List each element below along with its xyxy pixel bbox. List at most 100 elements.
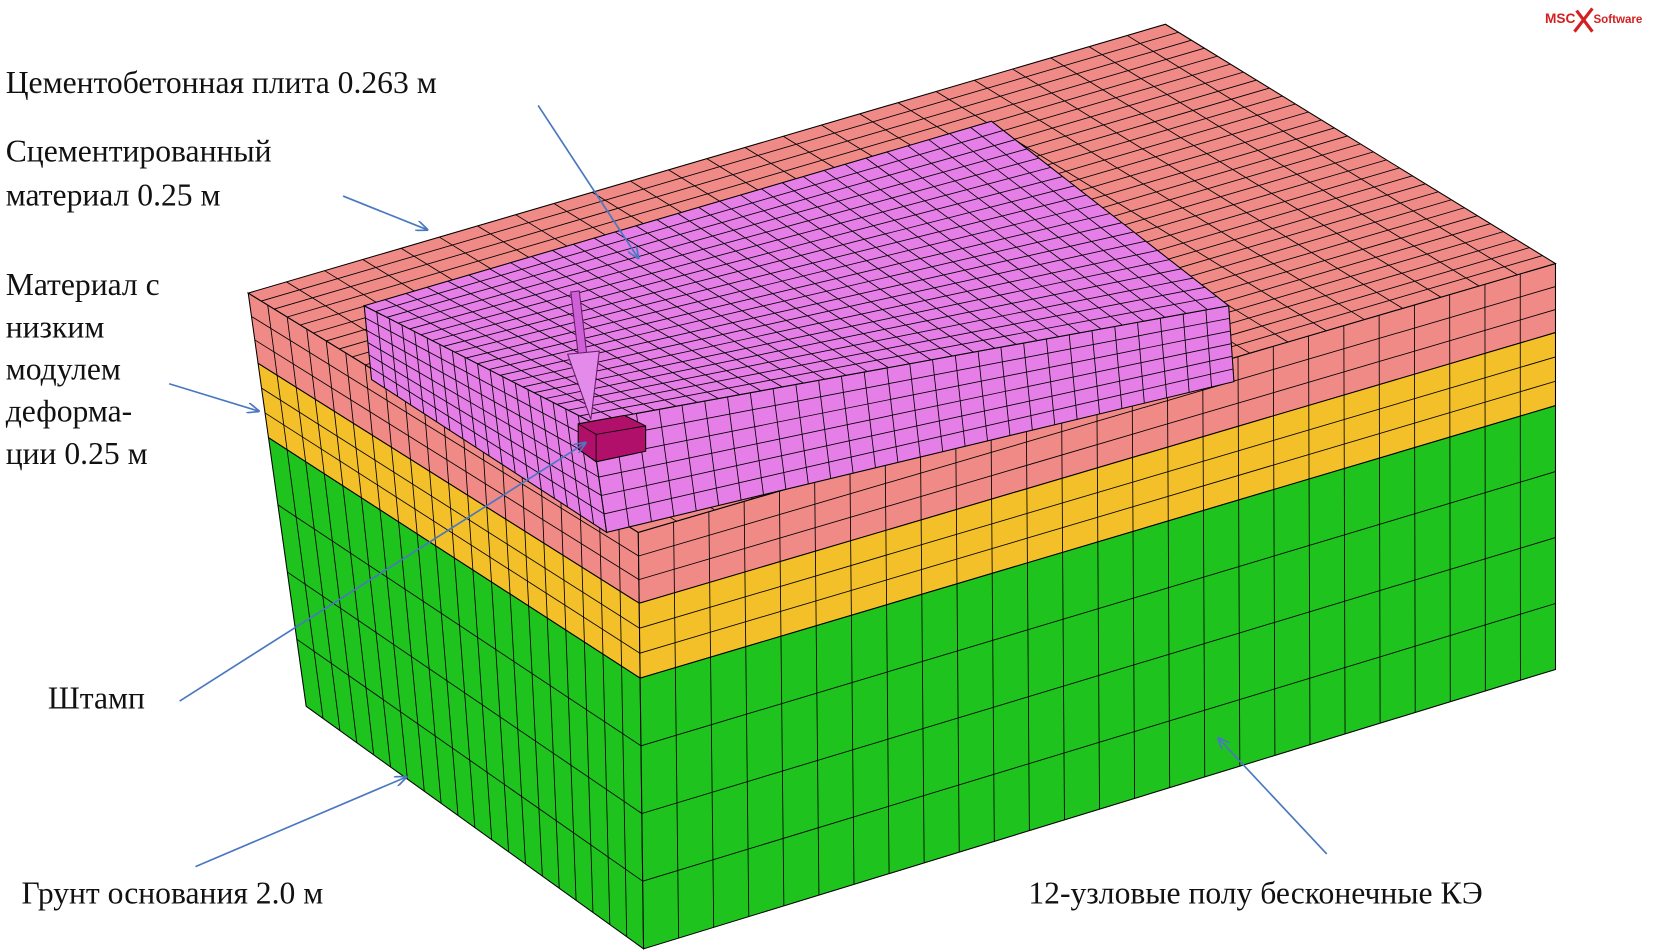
mesh-line [276, 375, 288, 450]
arrow [195, 777, 406, 868]
mesh-line [524, 531, 530, 607]
mesh-line [708, 511, 711, 583]
mesh-line [371, 435, 381, 510]
mesh-line [885, 530, 887, 605]
mesh-line [814, 480, 816, 552]
mesh-line [375, 130, 1004, 312]
mesh-line [454, 194, 1087, 353]
mesh-line [1026, 488, 1028, 563]
mesh-line [991, 499, 993, 574]
load-head [566, 350, 600, 420]
mesh-line [365, 317, 594, 441]
mesh-line [511, 240, 1146, 382]
mesh-line [596, 425, 646, 435]
arrow [179, 443, 586, 702]
arrow [537, 104, 638, 258]
mesh-line [448, 483, 455, 558]
mesh-line [990, 429, 993, 500]
mesh-line [579, 296, 1217, 417]
mesh-line [545, 268, 1182, 399]
mesh-line [325, 340, 335, 412]
mesh-line [488, 222, 1123, 370]
mesh-line [486, 507, 492, 583]
mesh-line [568, 286, 1206, 411]
arrow [168, 382, 259, 411]
label: низким [6, 309, 105, 344]
label: ции 0.25 м [6, 436, 148, 471]
label: Штамп [48, 680, 145, 715]
logo-text: Software [1593, 14, 1642, 26]
mesh-line [577, 423, 597, 435]
label: материал 0.25 м [6, 178, 221, 213]
mesh-line [391, 447, 399, 522]
label: Сцементированный [6, 133, 272, 168]
mesh-line [709, 582, 711, 658]
mesh-line [743, 501, 746, 572]
mesh-line [562, 555, 567, 631]
mesh-line [251, 316, 639, 557]
label: Материал с [6, 267, 160, 302]
mesh-line [639, 356, 1556, 629]
mesh-line [639, 380, 1556, 654]
mesh-line [618, 520, 621, 592]
mesh-line [598, 343, 1232, 478]
mesh-line [274, 39, 1192, 310]
mesh-line [295, 387, 307, 462]
mesh-line [367, 342, 599, 478]
mesh-line [600, 579, 604, 655]
mesh-line [296, 638, 643, 882]
logo-mark [1573, 7, 1594, 33]
label: 12-узловые полу бесконечные КЭ [1028, 876, 1482, 911]
mesh-line [779, 561, 782, 637]
mesh-line [287, 47, 1205, 318]
mesh-line [366, 329, 597, 459]
mesh-line [410, 459, 418, 534]
mesh-line [432, 176, 1063, 341]
mesh-line [556, 277, 1194, 405]
mesh-line [364, 364, 373, 436]
mesh-line [254, 339, 640, 580]
label: деформа- [6, 394, 132, 429]
mesh-line [277, 504, 642, 747]
mesh-line [744, 571, 747, 647]
annotation-arrows [168, 104, 1328, 868]
mesh-line [593, 317, 1230, 441]
mesh-line [673, 522, 675, 593]
mesh-line [603, 368, 1234, 515]
mesh-line [264, 412, 641, 654]
mesh-line [640, 471, 1556, 747]
arrow [342, 195, 427, 230]
mesh-line [333, 411, 344, 486]
mesh-line [429, 471, 437, 546]
mesh-line [601, 355, 1233, 496]
mesh-line [314, 399, 325, 474]
mesh-line [581, 567, 585, 643]
mesh-line [443, 185, 1075, 347]
mesh-line [1061, 478, 1064, 553]
mesh-line [398, 148, 1028, 324]
mesh-line [641, 537, 1556, 814]
mesh-line [955, 439, 957, 510]
mesh-line [596, 330, 1231, 460]
mesh-line [467, 495, 474, 570]
mesh-line [534, 259, 1170, 394]
mesh-line [884, 460, 887, 531]
mesh-line [619, 591, 622, 667]
mesh-line [466, 203, 1099, 359]
mesh-line [920, 449, 922, 520]
mesh-line [638, 286, 1556, 557]
mesh-line [409, 157, 1040, 330]
mesh-line [674, 592, 676, 668]
face [639, 404, 1557, 950]
mesh-line [261, 387, 640, 629]
mesh-line [345, 352, 354, 424]
label: модулем [6, 352, 121, 387]
mesh-line [352, 423, 362, 498]
mesh-line [638, 309, 1556, 581]
mesh-line [778, 491, 781, 562]
mesh-line [370, 366, 605, 515]
logo-text: MSC [1545, 11, 1576, 26]
mesh-line [386, 139, 1016, 318]
mesh-line [850, 540, 852, 616]
